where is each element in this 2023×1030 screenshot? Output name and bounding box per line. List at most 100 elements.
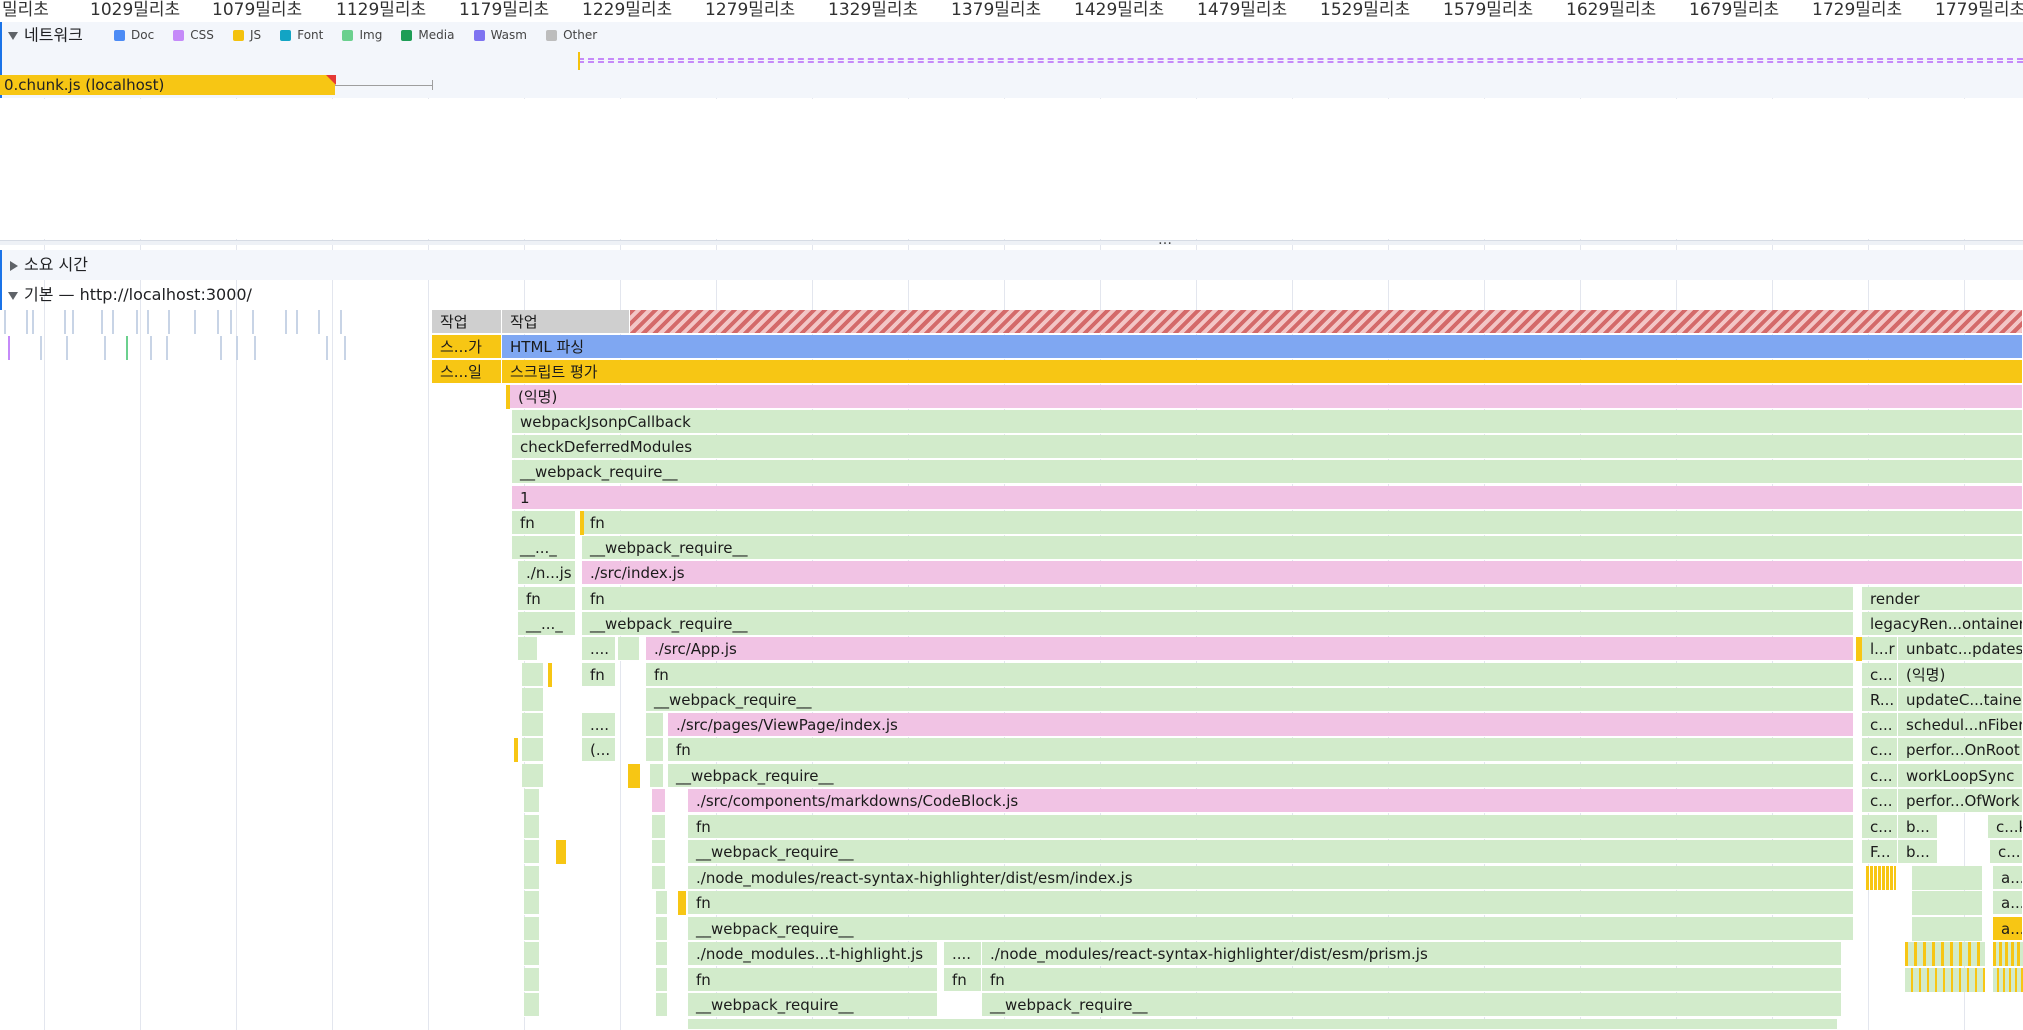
dots-frame[interactable]: ....: [582, 637, 616, 661]
parse-html-bar[interactable]: HTML 파싱: [502, 335, 2023, 359]
task-bar[interactable]: 작업: [502, 310, 630, 334]
b-frame[interactable]: b...: [1898, 840, 1938, 864]
legend-js: JS: [232, 20, 261, 50]
ruler-tick: 1279밀리초: [705, 0, 796, 20]
b-frame[interactable]: b...: [1898, 815, 1938, 839]
anonymous-frame[interactable]: (익명): [510, 385, 2023, 409]
timings-header[interactable]: 소요 시간: [0, 250, 2023, 280]
webpack-require-frame[interactable]: __webpack_require__: [982, 993, 1842, 1017]
parse-short-bar[interactable]: 스...가: [432, 335, 502, 359]
main-marker: [0, 280, 2, 310]
webpack-require-frame[interactable]: __webpack_require__: [512, 460, 2023, 484]
c-frame[interactable]: c...: [1862, 764, 1898, 788]
ruler-tick: 1779밀리초: [1935, 0, 2023, 20]
evaluate-script-bar[interactable]: 스크립트 평가: [502, 360, 2023, 384]
ruler-tick: 1729밀리초: [1812, 0, 1903, 20]
fn-frame[interactable]: fn: [512, 511, 576, 535]
codeblock-frame[interactable]: ./src/components/markdowns/CodeBlock.js: [688, 789, 1854, 813]
fn-frame[interactable]: fn: [688, 968, 938, 992]
split-divider[interactable]: [0, 240, 2023, 245]
c-frame[interactable]: c...: [1862, 815, 1898, 839]
fn-frame[interactable]: fn: [582, 663, 616, 687]
c-frame[interactable]: c...: [1862, 789, 1898, 813]
network-request-bar[interactable]: [0, 75, 335, 95]
long-task-overflow[interactable]: [630, 310, 2023, 334]
mini-frame[interactable]: [618, 637, 640, 661]
c-frame[interactable]: c...: [1862, 738, 1898, 762]
src-index-frame[interactable]: ./src/index.js: [582, 561, 2023, 585]
node-modules-short-frame[interactable]: ./n...js: [518, 561, 576, 585]
fn-frame[interactable]: fn: [646, 663, 1854, 687]
fn-frame[interactable]: fn: [688, 891, 1854, 915]
network-header[interactable]: 네트워크 Doc CSS JS Font Img Media Wasm Othe…: [0, 20, 2023, 50]
schedule-update-frame[interactable]: schedul...nFiber: [1898, 713, 2023, 737]
network-request-dashed[interactable]: [578, 58, 2023, 63]
perform-on-root-frame[interactable]: perfor...OnRoot: [1898, 738, 2023, 762]
webpack-jsonp-callback-frame[interactable]: webpackJsonpCallback: [512, 410, 2023, 434]
long-task-flag-icon: [326, 75, 336, 85]
fn-frame[interactable]: fn: [518, 587, 576, 611]
paren-frame[interactable]: (...: [582, 738, 616, 762]
viewpage-frame[interactable]: ./src/pages/ViewPage/index.js: [668, 713, 1854, 737]
track-selection-marker: [0, 22, 2, 98]
mini-frame[interactable]: [518, 637, 538, 661]
lr-frame[interactable]: l...r: [1862, 637, 1898, 661]
timings-marker: [0, 250, 2, 280]
perform-unit-of-work-frame[interactable]: perfor...OfWork: [1898, 789, 2023, 813]
rsh-index-frame[interactable]: ./node_modules/react-syntax-highlighter/…: [688, 866, 1854, 890]
collapse-icon[interactable]: [8, 291, 18, 300]
webpack-require-frame[interactable]: __webpack_require__: [688, 840, 1854, 864]
unbatched-updates-frame[interactable]: unbatc...pdates: [1898, 637, 2023, 661]
fn-frame[interactable]: fn: [668, 738, 1854, 762]
webpack-require-short-frame[interactable]: __..._: [512, 536, 576, 560]
webpack-require-short-frame[interactable]: __..._: [518, 612, 576, 636]
fn-frame[interactable]: fn: [944, 968, 982, 992]
ruler-tick: 1629밀리초: [1566, 0, 1657, 20]
fn-frame[interactable]: fn: [688, 815, 1854, 839]
network-request-row[interactable]: 0.chunk.js (localhost): [0, 75, 433, 95]
a-frame[interactable]: a...: [1993, 891, 2023, 915]
webpack-require-frame[interactable]: __webpack_require__: [582, 536, 2023, 560]
fn-frame[interactable]: fn: [582, 511, 2023, 535]
legend-doc: Doc: [113, 20, 154, 50]
webpack-require-frame[interactable]: __webpack_require__: [688, 917, 1854, 941]
dots-frame[interactable]: ....: [582, 713, 616, 737]
module-1-frame[interactable]: 1: [512, 486, 2023, 510]
legacy-render-frame[interactable]: legacyRen...ontainer: [1862, 612, 2023, 636]
main-header[interactable]: 기본 — http://localhost:3000/: [0, 280, 2023, 310]
check-deferred-modules-frame[interactable]: checkDeferredModules: [512, 435, 2023, 459]
nested-frame[interactable]: [688, 1019, 1838, 1030]
dots-frame[interactable]: ....: [944, 942, 982, 966]
collapse-icon[interactable]: [8, 32, 18, 40]
highlight-frame[interactable]: ./node_modules...t-highlight.js: [688, 942, 938, 966]
a-frame[interactable]: a...: [1993, 917, 2023, 941]
f-frame[interactable]: F...: [1862, 840, 1898, 864]
c-frame[interactable]: c...: [1862, 663, 1898, 687]
app-js-frame[interactable]: ./src/App.js: [646, 637, 1854, 661]
fn-frame[interactable]: fn: [582, 587, 1854, 611]
webpack-require-frame[interactable]: __webpack_require__: [688, 993, 938, 1017]
c-frame[interactable]: c...: [1990, 840, 2023, 864]
divider-grip-icon[interactable]: …: [1158, 232, 1172, 248]
a-frame[interactable]: a...: [1993, 866, 2023, 890]
webpack-require-frame[interactable]: __webpack_require__: [646, 688, 1854, 712]
ruler-tick: 1029밀리초: [90, 0, 181, 20]
work-loop-sync-frame[interactable]: workLoopSync: [1898, 764, 2023, 788]
render-frame[interactable]: render: [1862, 587, 2023, 611]
task-bar[interactable]: 작업: [432, 310, 502, 334]
fn-frame[interactable]: fn: [982, 968, 1842, 992]
webpack-require-frame[interactable]: __webpack_require__: [582, 612, 1854, 636]
anonymous-frame[interactable]: (익명): [1898, 663, 2023, 687]
r-frame[interactable]: R...: [1862, 688, 1898, 712]
ruler-tick: 밀리초: [2, 0, 49, 20]
expand-icon[interactable]: [10, 260, 18, 271]
webpack-require-frame[interactable]: __webpack_require__: [668, 764, 1854, 788]
prism-frame[interactable]: ./node_modules/react-syntax-highlighter/…: [982, 942, 1842, 966]
main-title: 기본 — http://localhost:3000/: [24, 285, 252, 304]
legend-font: Font: [280, 20, 323, 50]
time-ruler[interactable]: 밀리초 1029밀리초 1079밀리초 1129밀리초 1179밀리초 1229…: [0, 0, 2023, 22]
eval-short-bar[interactable]: 스...일: [432, 360, 502, 384]
update-container-frame[interactable]: updateC...tainer: [1898, 688, 2023, 712]
c-frame[interactable]: c...: [1862, 713, 1898, 737]
c-frame[interactable]: c...k: [1988, 815, 2023, 839]
